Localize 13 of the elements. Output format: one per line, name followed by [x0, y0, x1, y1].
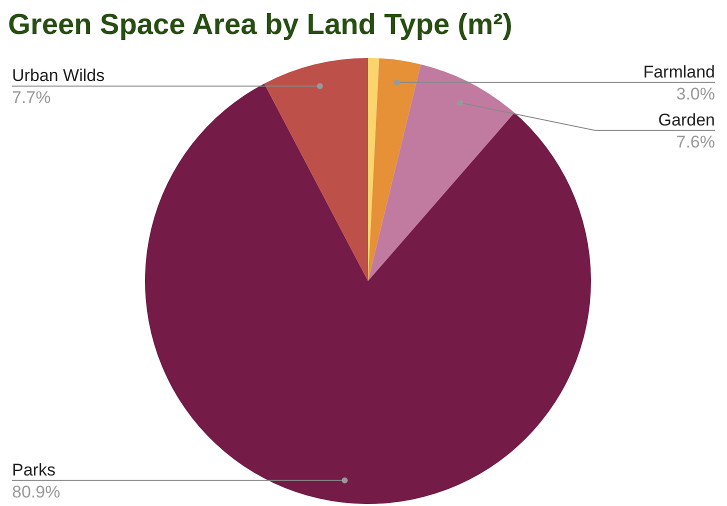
data-label: 3.0%	[676, 84, 715, 104]
slice-label: Garden	[658, 110, 715, 130]
data-label: 80.9%	[12, 482, 60, 502]
pie-slice	[145, 84, 591, 504]
data-label: 7.7%	[12, 88, 51, 108]
slice-label: Urban Wilds	[12, 66, 105, 86]
data-label: 7.6%	[676, 132, 715, 152]
chart-title: Green Space Area by Land Type (m²)	[8, 8, 514, 43]
pie-slice	[368, 64, 514, 281]
pie-slice	[368, 58, 421, 281]
slice-label: Farmland	[643, 62, 715, 82]
pie-slice	[264, 58, 368, 281]
slice-label: Parks	[12, 460, 56, 480]
